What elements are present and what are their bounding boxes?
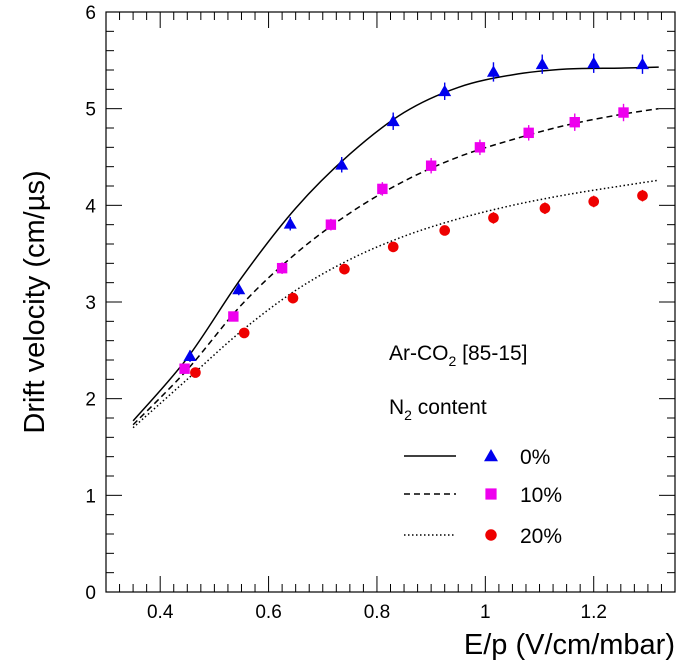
y-tick-label: 0 bbox=[85, 583, 96, 604]
data-point-square bbox=[474, 142, 486, 153]
data-point-circle bbox=[387, 241, 399, 253]
gas-mixture-main: Ar-CO bbox=[389, 342, 449, 365]
y-tick-labels: 0 1 2 3 4 5 6 bbox=[85, 3, 96, 604]
gas-mixture-suffix: [85-15] bbox=[456, 342, 527, 365]
data-point-triangle bbox=[587, 56, 601, 69]
data-point-circle bbox=[488, 212, 499, 224]
y-axis-label: Drift velocity (cm/µs) bbox=[19, 170, 51, 433]
data-point-square bbox=[325, 219, 337, 230]
gas-mixture-annotation: Ar-CO2 [85-15] bbox=[389, 342, 528, 369]
y-tick-label: 3 bbox=[85, 293, 96, 314]
data-point-triangle bbox=[438, 84, 452, 97]
legend-label: 10% bbox=[520, 484, 562, 507]
data-point-triangle bbox=[335, 158, 349, 170]
data-point-triangle bbox=[386, 114, 400, 127]
data-point-circle bbox=[637, 190, 648, 201]
x-tick-label: 1 bbox=[480, 602, 491, 623]
x-tick-label: 0.8 bbox=[364, 602, 390, 623]
data-point-circle bbox=[439, 225, 451, 236]
gas-mixture-subscript: 2 bbox=[449, 353, 457, 369]
data-point-circle bbox=[190, 367, 201, 378]
data-point-triangle bbox=[183, 349, 197, 362]
data-point-square bbox=[618, 107, 629, 118]
data-point-circle bbox=[287, 292, 299, 304]
x-tick-label: 0.6 bbox=[255, 602, 281, 623]
legend-label: 20% bbox=[520, 525, 562, 548]
y-tick-label: 6 bbox=[85, 3, 96, 24]
n2-content-suffix: content bbox=[412, 396, 487, 419]
legend: 0% 10% 20% bbox=[404, 446, 562, 548]
y-tick-label: 1 bbox=[85, 486, 96, 507]
data-point-triangle bbox=[232, 282, 246, 295]
data-point-square bbox=[425, 160, 437, 171]
y-tick-label: 5 bbox=[85, 100, 96, 121]
legend-marker bbox=[484, 449, 498, 462]
x-tick-label: 0.4 bbox=[147, 602, 174, 623]
data-point-square bbox=[569, 117, 580, 128]
data-point-square bbox=[179, 363, 190, 374]
n2-content-main: N bbox=[389, 396, 404, 419]
data-point-triangle bbox=[283, 217, 297, 229]
y-tick-label: 4 bbox=[85, 196, 96, 217]
data-point-circle bbox=[339, 263, 350, 275]
legend-marker bbox=[485, 488, 497, 500]
data-point-circle bbox=[588, 196, 600, 207]
data-point-square bbox=[276, 262, 288, 274]
x-axis-label: E/p (V/cm/mbar) bbox=[464, 629, 675, 661]
data-point-triangle bbox=[486, 65, 500, 77]
axis-ticks bbox=[105, 11, 676, 593]
data-point-triangle bbox=[535, 57, 549, 70]
data-point-circle bbox=[539, 202, 551, 214]
data-point-square bbox=[228, 311, 239, 322]
data-point-triangle bbox=[635, 57, 649, 70]
legend-label: 0% bbox=[520, 446, 550, 469]
data-point-square bbox=[523, 127, 534, 139]
n2-content-annotation: N2 content bbox=[389, 396, 487, 423]
x-tick-labels: 0.40.60.811.21.4 bbox=[147, 602, 607, 623]
y-tick-label: 2 bbox=[85, 390, 96, 411]
data-point-square bbox=[377, 183, 388, 195]
curve-triangle bbox=[132, 66, 659, 422]
legend-marker bbox=[485, 529, 497, 541]
data-point-circle bbox=[238, 327, 250, 339]
x-tick-label: 1.2 bbox=[581, 602, 607, 623]
data-markers bbox=[179, 56, 649, 378]
n2-content-subscript: 2 bbox=[404, 407, 412, 423]
